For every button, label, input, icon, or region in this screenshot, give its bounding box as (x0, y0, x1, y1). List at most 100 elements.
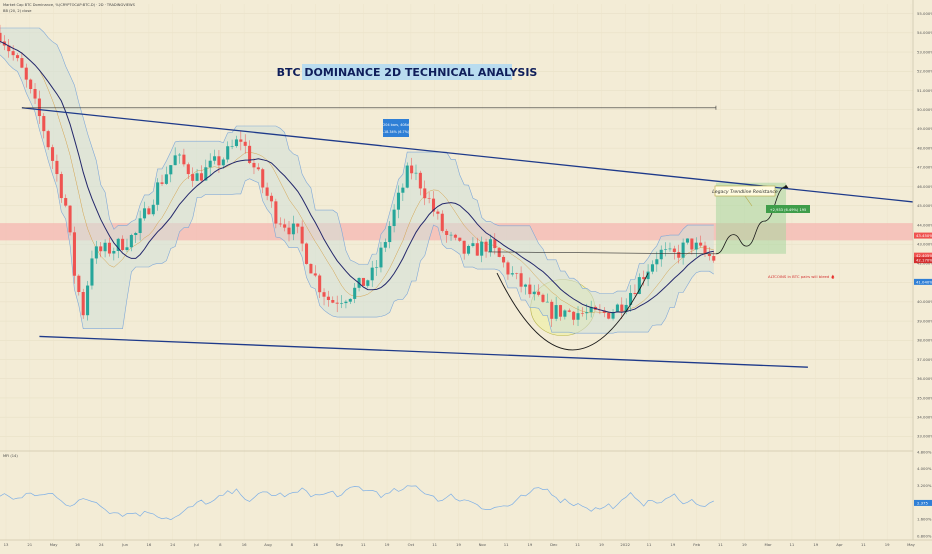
trendline-support (39, 335, 808, 368)
time-tick-label: 11 (861, 542, 866, 547)
candle-body (226, 146, 230, 160)
moving-average (0, 41, 714, 314)
candle-body (182, 154, 186, 165)
time-tick-label: 16 (242, 542, 247, 547)
price-tick-label: 49.000% (917, 126, 932, 131)
oscillator-current-label: 2.375 (917, 500, 928, 505)
legacy-label: Legacy Trendline Resistance (712, 189, 778, 195)
header-symbol: Market Cap BTC Dominance, %(CRYPTOCAP:BT… (3, 3, 136, 7)
price-tick-label: 43.000% (917, 242, 932, 247)
info-box-line2: -18.34% (6.7%) (383, 130, 410, 134)
price-tick-label: 34.000% (917, 414, 932, 419)
candle-body (379, 247, 383, 268)
price-tick-label: 35.000% (917, 395, 932, 400)
candle-body (423, 188, 427, 199)
time-tick-label: 19 (456, 542, 461, 547)
oscillator-tick-label: 4.800% (917, 449, 932, 454)
candle-body (528, 284, 532, 295)
oscillator-tick-label: 1.600% (917, 517, 932, 522)
mfi-line (0, 485, 714, 521)
price-tick-label: 55.000% (917, 11, 932, 16)
candle-body (340, 303, 344, 304)
price-tick-label: 46.000% (917, 184, 932, 189)
candle-body (375, 267, 379, 269)
price-tick-label: 36.000% (917, 376, 932, 381)
time-tick-label: 19 (885, 542, 890, 547)
price-tick-label: 42.000% (917, 261, 932, 266)
time-tick-label: Oct (408, 542, 415, 547)
candle-body (519, 273, 523, 287)
oscillator-tick-label: 4.000% (917, 466, 932, 471)
time-axis[interactable]: 13 21 May 16 24 Jun 16 24 Jul 8 16 Aug 8 16 Sep 11 19 Oct… (0, 539, 932, 547)
candle-body (107, 242, 112, 254)
time-tick-label: 11 (647, 542, 652, 547)
candle-body (33, 89, 37, 99)
candle-body (607, 312, 611, 319)
time-tick-label: Apr (836, 542, 843, 547)
time-tick-label: May (50, 542, 59, 547)
candle-body (484, 241, 488, 252)
time-tick-label: 11 (432, 542, 437, 547)
price-highlight-box (914, 252, 932, 259)
time-tick-label: 16 (75, 542, 80, 547)
candle-body (677, 252, 681, 258)
target-box (766, 205, 810, 213)
candle-body (620, 304, 624, 312)
candle-body (230, 146, 234, 147)
candle-body (134, 233, 138, 236)
candle-body (24, 67, 28, 80)
time-tick-label: 19 (742, 542, 747, 547)
candle-body (94, 246, 98, 259)
time-tick-label: 13 (4, 542, 9, 547)
time-tick-label: 11 (504, 542, 509, 547)
candle-body (20, 58, 24, 68)
candle-body (112, 250, 116, 254)
candle-body (383, 242, 387, 248)
time-tick-label: 11 (575, 542, 580, 547)
candle-body (707, 253, 711, 257)
candle-body (668, 248, 672, 250)
candle-body (204, 167, 208, 181)
candle-body (554, 305, 558, 319)
candle-body (274, 201, 278, 224)
candle-body (703, 245, 707, 254)
candle-body (410, 165, 414, 174)
candle-body (269, 195, 274, 202)
candle-body (353, 287, 357, 299)
candle-body (545, 301, 549, 303)
candle-body (563, 310, 567, 317)
candle-body (401, 187, 405, 193)
time-tick-label: Nov (479, 542, 487, 547)
candle-body (427, 198, 431, 199)
candle-body (278, 223, 282, 225)
annotations: BTC DOMINANCE 2D TECHNICAL ANALYSIS 204 … (3, 3, 835, 458)
candle-body (195, 173, 199, 181)
candle-body (29, 79, 33, 90)
candle-body (287, 227, 291, 235)
price-highlight-box (914, 278, 932, 285)
candle-body (208, 160, 212, 168)
candle-body (690, 238, 694, 250)
candle-body (396, 192, 401, 210)
candle-body (252, 162, 256, 168)
band-upper (0, 27, 714, 294)
time-tick-label: 19 (670, 542, 675, 547)
candles (0, 24, 716, 327)
candle-body (659, 249, 663, 260)
time-tick-label: Aug (264, 542, 272, 547)
candle-body (138, 218, 142, 234)
price-highlight-label: 41.040% (916, 279, 932, 284)
price-axis[interactable]: 55.000% 54.000% 53.000% 52.000% 51.000% 50.00… (912, 0, 932, 540)
time-tick-label: 16 (146, 542, 151, 547)
candle-body (589, 306, 593, 313)
time-tick-label: May (907, 542, 916, 547)
candle-body (646, 271, 650, 280)
candle-body (506, 262, 510, 275)
candle-body (248, 145, 252, 163)
price-tick-label: 38.000% (917, 338, 932, 343)
candle-body (388, 226, 392, 243)
candle-body (121, 238, 125, 250)
